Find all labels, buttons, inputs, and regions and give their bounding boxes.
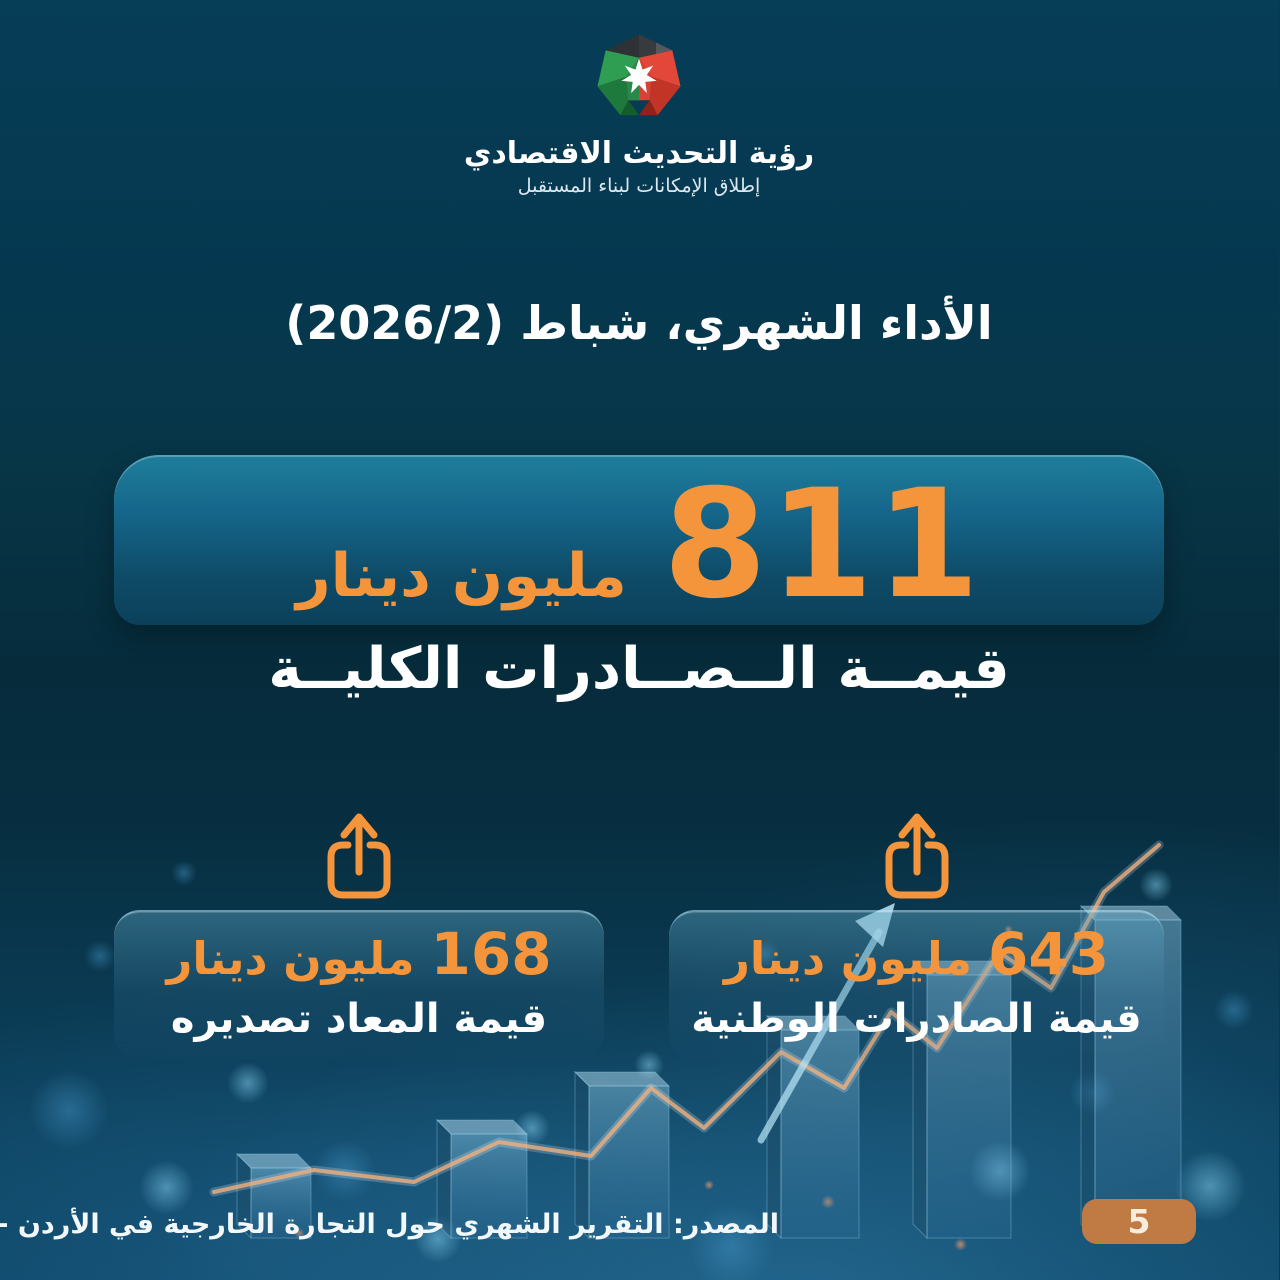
logo-subtitle: إطلاق الإمكانات لبناء المستقبل <box>518 175 762 197</box>
page-number: 5 <box>1128 1202 1152 1241</box>
re-exports-column: 168 مليون دينار قيمة المعاد تصديره <box>115 808 605 1060</box>
source-text: المصدر: التقرير الشهري حول التجارة الخار… <box>0 1209 780 1240</box>
re-exports-unit: مليون دينار <box>167 932 416 985</box>
re-exports-value: 168 <box>431 920 553 988</box>
national-exports-value: 643 <box>989 920 1111 988</box>
header: رؤية التحديث الاقتصادي إطلاق الإمكانات ل… <box>0 30 1280 197</box>
national-exports-unit: مليون دينار <box>724 932 973 985</box>
page-number-badge: 5 <box>1083 1199 1197 1244</box>
national-exports-column: 643 مليون دينار قيمة الصادرات الوطنية <box>670 808 1165 1060</box>
national-exports-number: 643 مليون دينار <box>692 920 1143 988</box>
re-exports-card: 168 مليون دينار قيمة المعاد تصديره <box>115 910 605 1060</box>
jordan-vision-logo-icon <box>598 34 682 116</box>
re-exports-label: قيمة المعاد تصديره <box>171 996 549 1042</box>
national-exports-card: 643 مليون دينار قيمة الصادرات الوطنية <box>670 910 1165 1060</box>
page-title: الأداء الشهري، شباط (2026/2) <box>286 296 994 350</box>
total-exports-card: 811 مليون دينار <box>115 455 1165 625</box>
export-icon <box>328 813 392 899</box>
re-exports-number: 168 مليون دينار <box>137 920 583 988</box>
sub-stats-row: 643 مليون دينار قيمة الصادرات الوطنية 16… <box>0 808 1280 1060</box>
total-exports-unit: مليون دينار <box>297 541 628 611</box>
logo-title: رؤية التحديث الاقتصادي <box>464 136 816 171</box>
total-exports-value: 811 <box>663 458 983 632</box>
total-exports-label: قيمــة الــصــادرات الكليــة <box>269 636 1011 702</box>
export-icon <box>886 813 949 899</box>
national-exports-label: قيمة الصادرات الوطنية <box>692 996 1143 1042</box>
